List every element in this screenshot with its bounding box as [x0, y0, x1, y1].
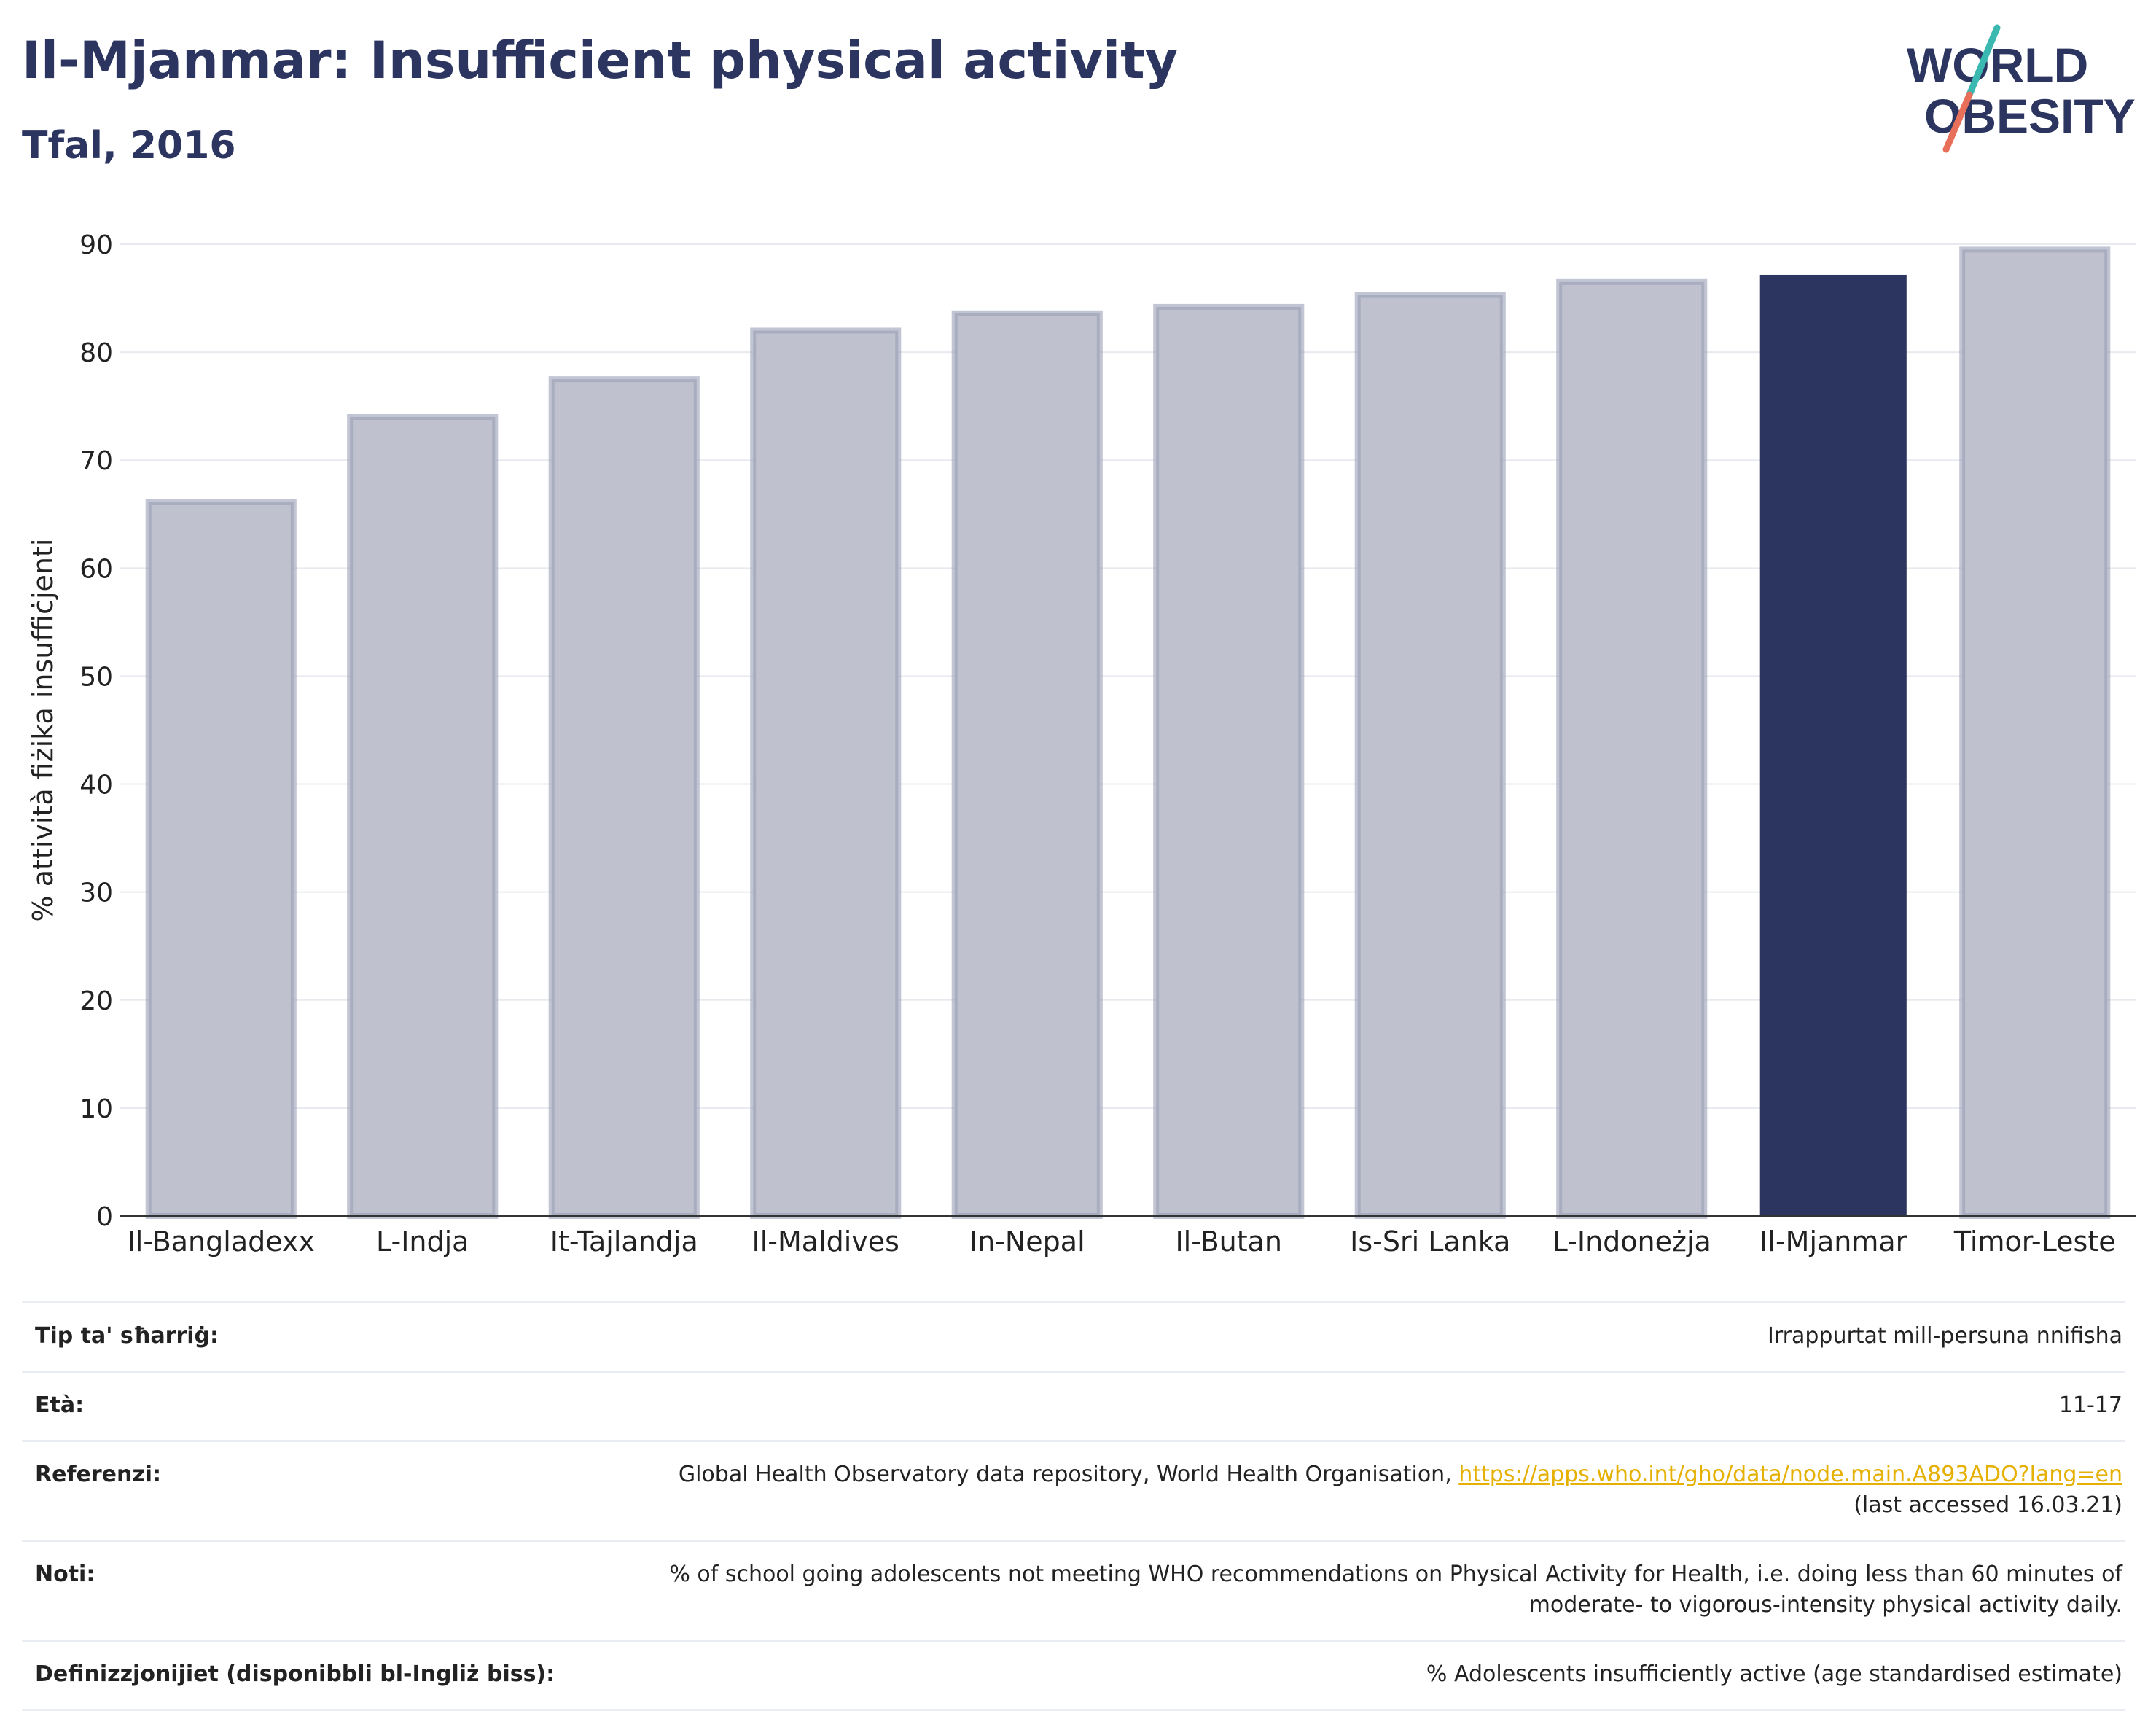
x-tick-label: L-Indoneżja	[1552, 1225, 1711, 1258]
logo-slash-teal	[1966, 24, 2001, 98]
logo-slash-red	[1942, 91, 1973, 153]
chart-subtitle: Tfal, 2016	[22, 124, 236, 168]
y-tick-label: 30	[79, 878, 113, 908]
y-tick-label: 40	[79, 771, 113, 800]
y-tick-label: 10	[79, 1094, 113, 1124]
y-tick-label: 60	[79, 554, 113, 584]
logo-line1: WORLD	[1907, 38, 2088, 92]
bar-l-indja	[347, 413, 499, 1219]
x-tick-label: Il-Mjanmar	[1759, 1225, 1907, 1258]
x-tick-label: Il-Bangladexx	[128, 1225, 315, 1258]
y-tick-label: 90	[79, 230, 113, 260]
x-tick-label: L-Indja	[376, 1225, 469, 1258]
y-tick-label: 20	[79, 986, 113, 1016]
bar-il-butan	[1153, 303, 1305, 1220]
bar-il-mjanmar	[1759, 274, 1907, 1217]
y-tick-labels: 0 10 20 30 40 50 60 70 80 90	[79, 230, 113, 1232]
x-tick-label: Il-Maldives	[752, 1225, 899, 1258]
y-axis-label: % attività fiżika insuffiċjenti	[27, 539, 59, 922]
x-tick-label: Is-Sri Lanka	[1350, 1225, 1510, 1258]
bar-is-sri-lanka	[1354, 292, 1506, 1220]
bar-timor-leste	[1959, 246, 2111, 1220]
info-row: Età: 11-17	[22, 1371, 2125, 1442]
chart-title: Il-Mjanmar: Insufficient physical activi…	[22, 31, 1179, 90]
info-value-text: % Adolescents insufficiently active (age…	[1426, 1661, 2122, 1687]
info-row: Definizzjonijiet (disponibbli bl-Ingliż …	[22, 1640, 2125, 1711]
x-tick-label: In-Nepal	[969, 1225, 1085, 1258]
info-value: 11-17	[604, 1371, 2125, 1442]
reference-link[interactable]: https://apps.who.int/gho/data/node.main.…	[1458, 1462, 2122, 1487]
bar-chart: 0 10 20 30 40 50 60 70 80 90 Il-Bangladexx L-Indja…	[27, 230, 2136, 1258]
x-tick-label: Timor-Leste	[1953, 1225, 2116, 1258]
info-label: Età:	[22, 1371, 604, 1442]
info-label: Referenzi:	[22, 1440, 604, 1542]
info-value-text: % of school going adolescents not meetin…	[669, 1562, 2122, 1618]
y-tick-label: 80	[79, 338, 113, 368]
x-tick-label: It-Tajlandja	[550, 1225, 698, 1258]
info-value: % of school going adolescents not meetin…	[604, 1540, 2125, 1642]
bars	[145, 246, 2111, 1220]
info-row: Referenzi: Global Health Observatory data…	[22, 1440, 2125, 1542]
info-value-text: Global Health Observatory data repositor…	[678, 1462, 1459, 1487]
y-tick-label: 70	[79, 446, 113, 476]
info-label: Noti:	[22, 1540, 604, 1642]
bar-il-bangladexx	[145, 499, 297, 1219]
info-value-text: Irrappurtat mill-persuna nnifisha	[1767, 1323, 2122, 1349]
info-table: Tip ta' sħarriġ: Irrappurtat mill-persuna…	[22, 1301, 2125, 1711]
bar-in-nepal	[951, 310, 1103, 1219]
info-value-note: (last accessed 16.03.21)	[1854, 1492, 2122, 1518]
world-obesity-logo: WORLD OBESITY	[1907, 24, 2136, 153]
x-tick-label: Il-Butan	[1175, 1225, 1282, 1258]
info-label: Definizzjonijiet (disponibbli bl-Ingliż …	[22, 1640, 604, 1711]
bar-il-maldives	[750, 327, 902, 1219]
x-tick-labels: Il-Bangladexx L-Indja It-Tajlandja Il-Maldi…	[128, 1225, 2116, 1258]
info-value: % Adolescents insufficiently active (age…	[604, 1640, 2125, 1711]
info-row: Tip ta' sħarriġ: Irrappurtat mill-persuna…	[22, 1301, 2125, 1373]
bar-l-indone-ja	[1556, 278, 1708, 1220]
info-label: Tip ta' sħarriġ:	[22, 1301, 604, 1373]
info-value-text: 11-17	[2058, 1392, 2122, 1418]
y-tick-label: 0	[96, 1202, 113, 1232]
info-value: Irrappurtat mill-persuna nnifisha	[604, 1301, 2125, 1373]
info-row: Noti: % of school going adolescents not m…	[22, 1540, 2125, 1642]
y-tick-label: 50	[79, 662, 113, 692]
info-value: Global Health Observatory data repositor…	[604, 1440, 2125, 1542]
bar-it-tajlandja	[548, 376, 700, 1219]
